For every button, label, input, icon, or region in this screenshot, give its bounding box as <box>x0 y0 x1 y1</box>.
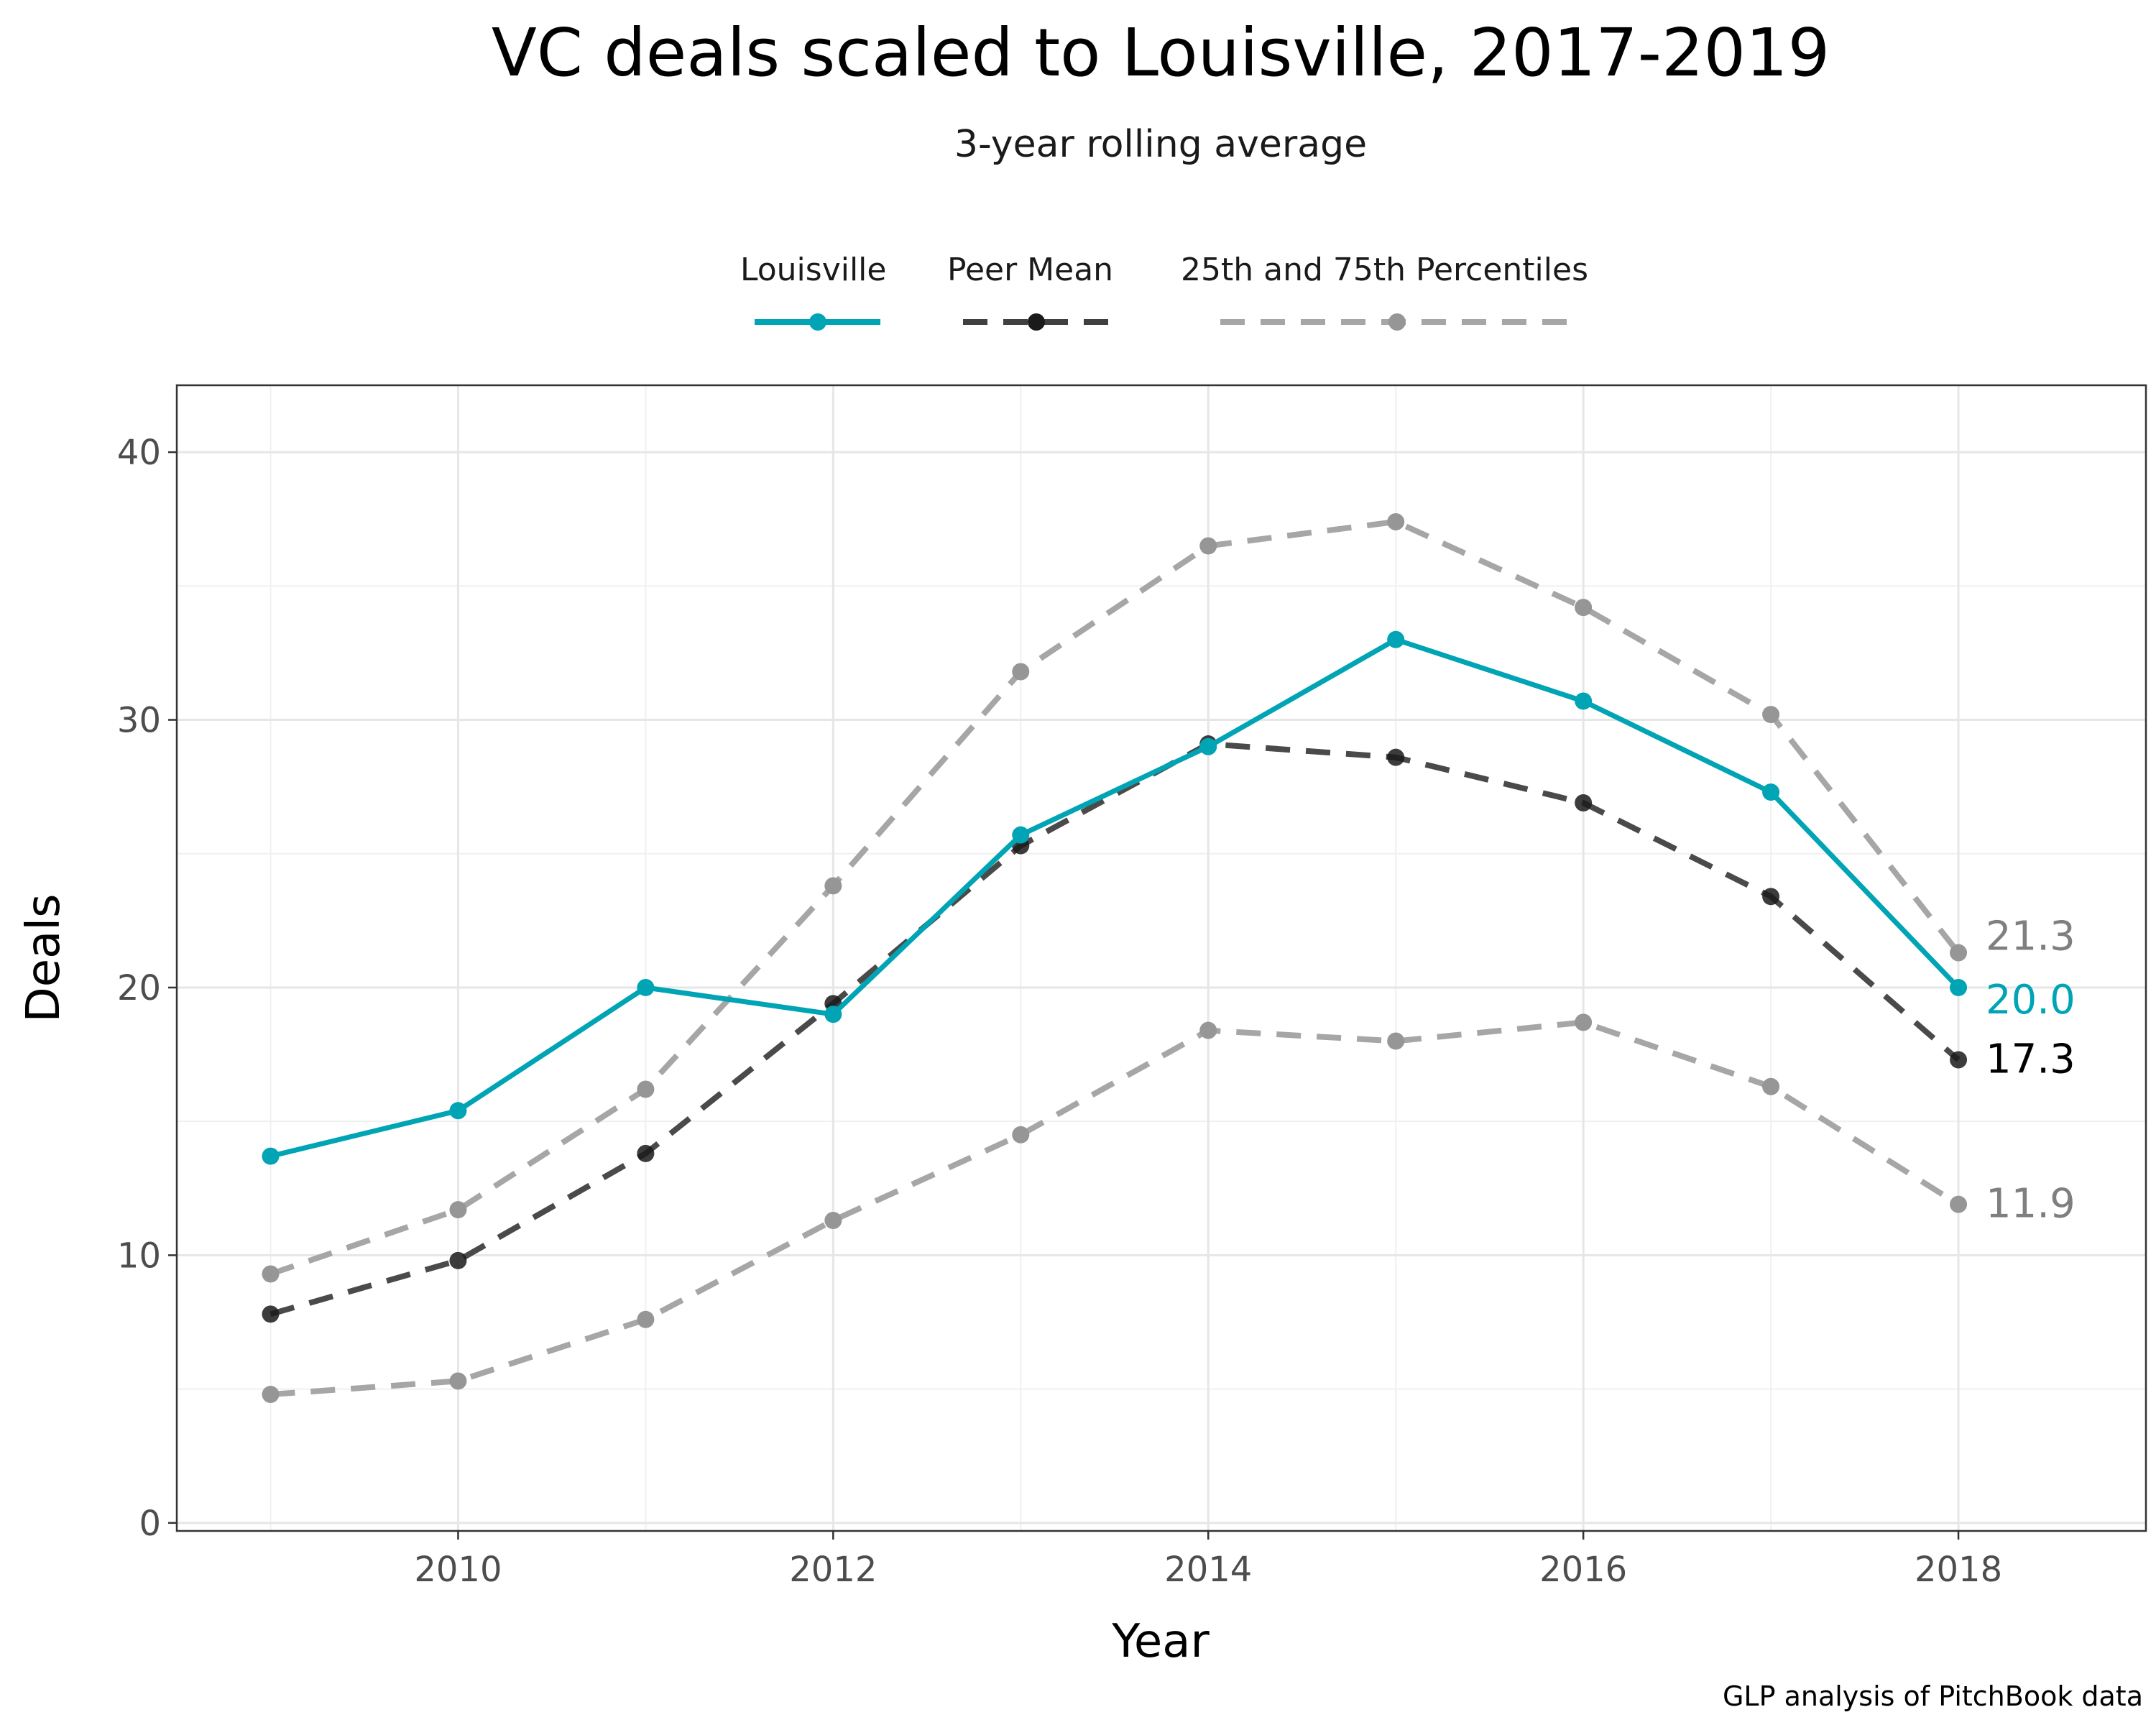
legend-label-louisville: Louisville <box>740 252 886 288</box>
data-point-p75 <box>637 1080 655 1098</box>
chart-title: VC deals scaled to Louisville, 2017-2019 <box>492 14 1830 91</box>
minor-gridlines <box>177 385 2146 1531</box>
series-line-louisville <box>270 637 1961 1159</box>
data-point-p25 <box>1950 1195 1968 1213</box>
data-point-p25 <box>637 1310 655 1328</box>
major-gridlines <box>177 385 2146 1531</box>
data-point-louisville <box>637 978 655 996</box>
data-point-p75 <box>1762 706 1780 724</box>
data-point-louisville <box>1012 826 1030 844</box>
data-point-p25 <box>1575 1013 1593 1031</box>
plot-panel <box>177 385 2146 1531</box>
axis-ticks: 0 10 20 30 40 2010 2012 2014 2016 2018 <box>117 433 2002 1590</box>
data-point-mean <box>1575 794 1593 811</box>
end-label-mean: 17.3 <box>1986 1036 2076 1083</box>
data-point-p75 <box>1575 599 1593 617</box>
data-point-p25 <box>262 1386 280 1404</box>
data-point-p25 <box>1387 1032 1405 1050</box>
data-point-p25 <box>824 1211 842 1229</box>
x-tick-label: 2010 <box>414 1550 502 1590</box>
data-point-mean <box>1762 888 1780 906</box>
data-point-p25 <box>1762 1077 1780 1095</box>
data-point-p75 <box>1387 512 1405 530</box>
series-line-mean <box>270 741 1961 1317</box>
series-line-p25 <box>270 1019 1961 1398</box>
end-labels: 21.3 11.9 17.3 20.0 <box>1986 914 2076 1228</box>
data-point-p25 <box>1012 1126 1030 1144</box>
y-tick-label: 30 <box>117 701 161 741</box>
chart-subtitle: 3-year rolling average <box>954 123 1367 166</box>
series-layer <box>262 512 1968 1404</box>
data-point-p75 <box>262 1265 280 1283</box>
data-point-p25 <box>449 1372 467 1390</box>
data-point-mean <box>449 1251 467 1269</box>
series-line-p75 <box>270 518 1961 1277</box>
x-tick-label: 2016 <box>1539 1550 1627 1590</box>
legend-marker-p25 <box>1388 313 1406 331</box>
data-point-p75 <box>824 877 842 895</box>
data-point-louisville <box>1575 692 1593 710</box>
y-axis-title: Deals <box>17 894 70 1023</box>
data-point-louisville <box>824 1006 842 1024</box>
data-point-p75 <box>1199 537 1217 555</box>
data-point-louisville <box>1387 630 1405 648</box>
data-point-p25 <box>1199 1021 1217 1039</box>
data-point-louisville <box>1199 737 1217 755</box>
y-tick-label: 40 <box>117 433 161 473</box>
x-tick-label: 2018 <box>1915 1550 2002 1590</box>
x-tick-label: 2014 <box>1164 1550 1252 1590</box>
y-tick-label: 10 <box>117 1236 161 1276</box>
end-label-p25: 11.9 <box>1986 1181 2076 1228</box>
end-label-louisville: 20.0 <box>1986 977 2076 1024</box>
y-tick-label: 0 <box>139 1504 161 1544</box>
x-axis-title: Year <box>1111 1615 1210 1668</box>
legend: Louisville Peer Mean 25th and 75th Percent… <box>740 252 1588 331</box>
data-point-louisville <box>449 1102 467 1120</box>
data-point-p75 <box>449 1201 467 1219</box>
end-label-p75: 21.3 <box>1986 914 2076 960</box>
x-tick-label: 2012 <box>789 1550 877 1590</box>
plot-border <box>175 384 2147 1532</box>
data-point-mean <box>637 1144 655 1162</box>
data-point-louisville <box>1762 783 1780 801</box>
data-point-mean <box>1387 748 1405 766</box>
legend-label-mean: Peer Mean <box>947 252 1113 288</box>
legend-marker-louisville <box>809 313 826 331</box>
legend-label-p25: 25th and 75th Percentiles <box>1181 252 1588 288</box>
y-tick-label: 20 <box>117 968 161 1008</box>
data-point-louisville <box>1950 978 1968 996</box>
caption: GLP analysis of PitchBook data <box>1723 1680 2143 1712</box>
data-point-p75 <box>1012 663 1030 681</box>
data-point-louisville <box>262 1147 280 1165</box>
legend-marker-mean <box>1028 313 1045 331</box>
data-point-p75 <box>1950 944 1968 962</box>
data-point-mean <box>1950 1051 1968 1069</box>
data-point-mean <box>262 1305 280 1323</box>
